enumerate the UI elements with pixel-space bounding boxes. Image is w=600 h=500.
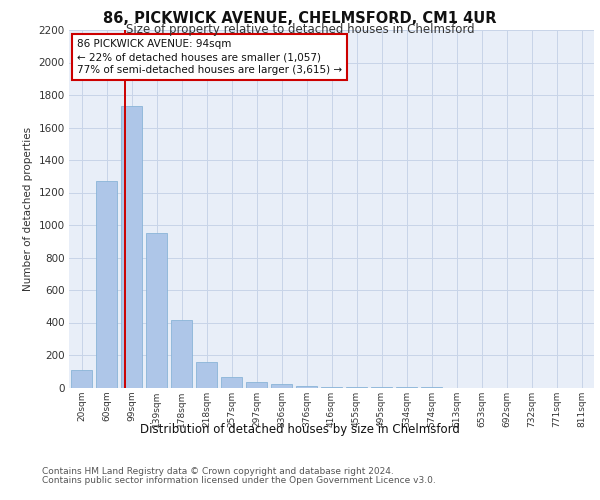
Text: Size of property relative to detached houses in Chelmsford: Size of property relative to detached ho…	[125, 22, 475, 36]
Bar	[221, 377, 242, 388]
Text: Distribution of detached houses by size in Chelmsford: Distribution of detached houses by size …	[140, 422, 460, 436]
Bar	[271, 384, 292, 388]
Bar	[121, 106, 142, 388]
Bar	[146, 233, 167, 388]
Bar	[246, 382, 267, 388]
Text: 86 PICKWICK AVENUE: 94sqm
← 22% of detached houses are smaller (1,057)
77% of se: 86 PICKWICK AVENUE: 94sqm ← 22% of detac…	[77, 39, 342, 76]
Text: Contains HM Land Registry data © Crown copyright and database right 2024.: Contains HM Land Registry data © Crown c…	[42, 467, 394, 476]
Bar	[196, 362, 217, 388]
Bar	[96, 181, 117, 388]
Text: Contains public sector information licensed under the Open Government Licence v3: Contains public sector information licen…	[42, 476, 436, 485]
Y-axis label: Number of detached properties: Number of detached properties	[23, 126, 33, 291]
Bar	[321, 386, 342, 388]
Bar	[296, 386, 317, 388]
Bar	[171, 320, 192, 388]
Text: 86, PICKWICK AVENUE, CHELMSFORD, CM1 4UR: 86, PICKWICK AVENUE, CHELMSFORD, CM1 4UR	[103, 11, 497, 26]
Bar	[71, 370, 92, 388]
